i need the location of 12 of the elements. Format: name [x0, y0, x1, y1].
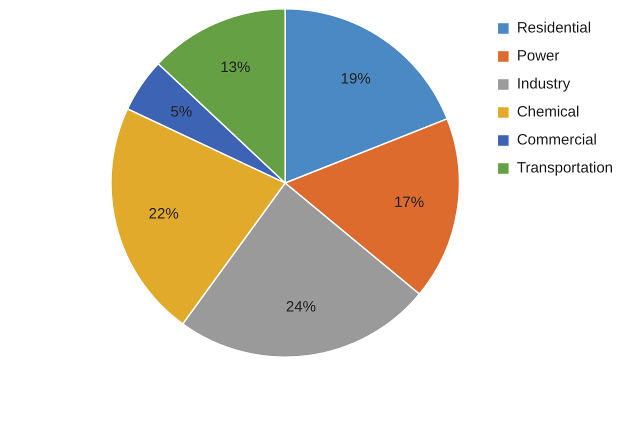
data-label: 13%: [220, 59, 250, 76]
data-label: 5%: [170, 104, 192, 121]
data-label: 17%: [394, 194, 424, 211]
data-label: 22%: [148, 205, 179, 222]
legend-label: Residential: [516, 20, 592, 37]
data-label: 24%: [286, 298, 316, 316]
data-label: 19%: [340, 70, 371, 88]
legend-label: Power: [516, 48, 560, 65]
legend-label: Commercial: [516, 132, 597, 149]
legend-label: Transportation: [516, 160, 614, 177]
legend-label: Industry: [516, 76, 571, 93]
legend-label: Chemical: [516, 104, 580, 121]
